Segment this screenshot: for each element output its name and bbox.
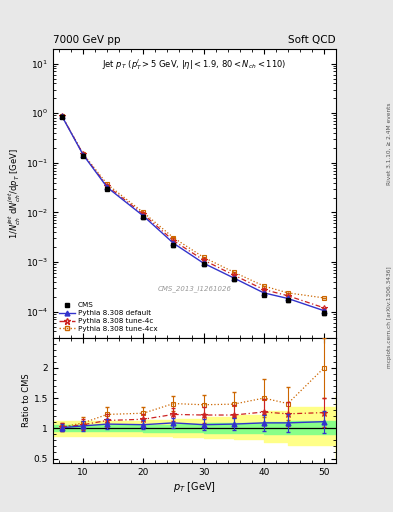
Legend: CMS, Pythia 8.308 default, Pythia 8.308 tune-4c, Pythia 8.308 tune-4cx: CMS, Pythia 8.308 default, Pythia 8.308 … [57,300,160,334]
Text: CMS_2013_I1261026: CMS_2013_I1261026 [158,285,231,292]
Text: Soft QCD: Soft QCD [288,34,336,45]
Text: Rivet 3.1.10, ≥ 2.4M events: Rivet 3.1.10, ≥ 2.4M events [387,102,392,185]
Text: Jet $p_T$ ($p_T^l$$>$5 GeV, $|\eta|$$<$1.9, 80$<$$N_{ch}$$<$110): Jet $p_T$ ($p_T^l$$>$5 GeV, $|\eta|$$<$1… [103,57,286,72]
Y-axis label: $1/N_{ch}^{jet}\ \mathsf{d}N_{ch}^{jet}/\mathsf{d}p_T\ [\mathsf{GeV}]$: $1/N_{ch}^{jet}\ \mathsf{d}N_{ch}^{jet}/… [7,148,23,239]
Text: 7000 GeV pp: 7000 GeV pp [53,34,121,45]
Y-axis label: Ratio to CMS: Ratio to CMS [22,374,31,428]
Text: mcplots.cern.ch [arXiv:1306.3436]: mcplots.cern.ch [arXiv:1306.3436] [387,267,392,368]
X-axis label: $p_T$ [GeV]: $p_T$ [GeV] [173,480,216,494]
